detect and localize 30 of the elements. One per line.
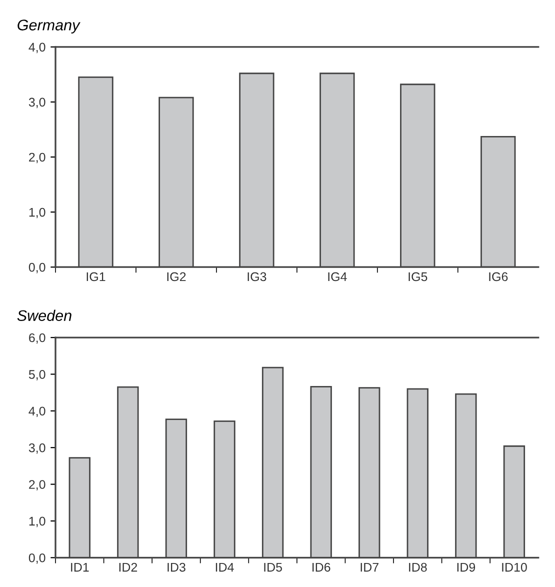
x-tick-label: ID4 bbox=[216, 562, 234, 572]
y-tick-label: 3,0 bbox=[28, 443, 46, 454]
x-tick-label: ID7 bbox=[360, 562, 378, 572]
y-tick-label: 5,0 bbox=[28, 370, 46, 380]
x-tick-label: IG5 bbox=[408, 272, 428, 282]
x-tick-label: IG4 bbox=[328, 272, 347, 282]
x-tick-label: ID8 bbox=[409, 562, 427, 572]
y-tick-label: 4,0 bbox=[28, 406, 46, 418]
y-tick-label: 1,0 bbox=[29, 516, 46, 528]
chart-title: Sweden bbox=[17, 310, 72, 322]
x-tick-label: ID5 bbox=[264, 562, 282, 572]
chart-title: Germany bbox=[18, 20, 80, 34]
y-tick-label: 2,0 bbox=[29, 480, 46, 490]
x-tick-label: IG1 bbox=[86, 272, 106, 282]
y-tick-label: 6,0 bbox=[29, 333, 46, 344]
y-tick-label: 0,0 bbox=[28, 553, 46, 564]
y-tick-label: 2,0 bbox=[29, 152, 46, 164]
x-tick-label: IG3 bbox=[248, 272, 266, 282]
x-tick-label: IG2 bbox=[167, 272, 186, 282]
x-tick-label: ID9 bbox=[457, 562, 476, 572]
y-tick-label: 3,0 bbox=[28, 98, 46, 108]
x-tick-label: ID6 bbox=[312, 562, 330, 572]
y-tick-label: 0,0 bbox=[28, 262, 46, 274]
x-tick-label: ID1 bbox=[71, 562, 89, 572]
x-tick-label: ID2 bbox=[119, 562, 138, 572]
x-tick-label: ID3 bbox=[168, 562, 186, 572]
x-tick-label: IG6 bbox=[489, 272, 508, 282]
x-tick-label: ID10 bbox=[502, 562, 527, 572]
y-tick-label: 1,0 bbox=[29, 208, 46, 218]
y-tick-label: 4,0 bbox=[28, 42, 46, 54]
